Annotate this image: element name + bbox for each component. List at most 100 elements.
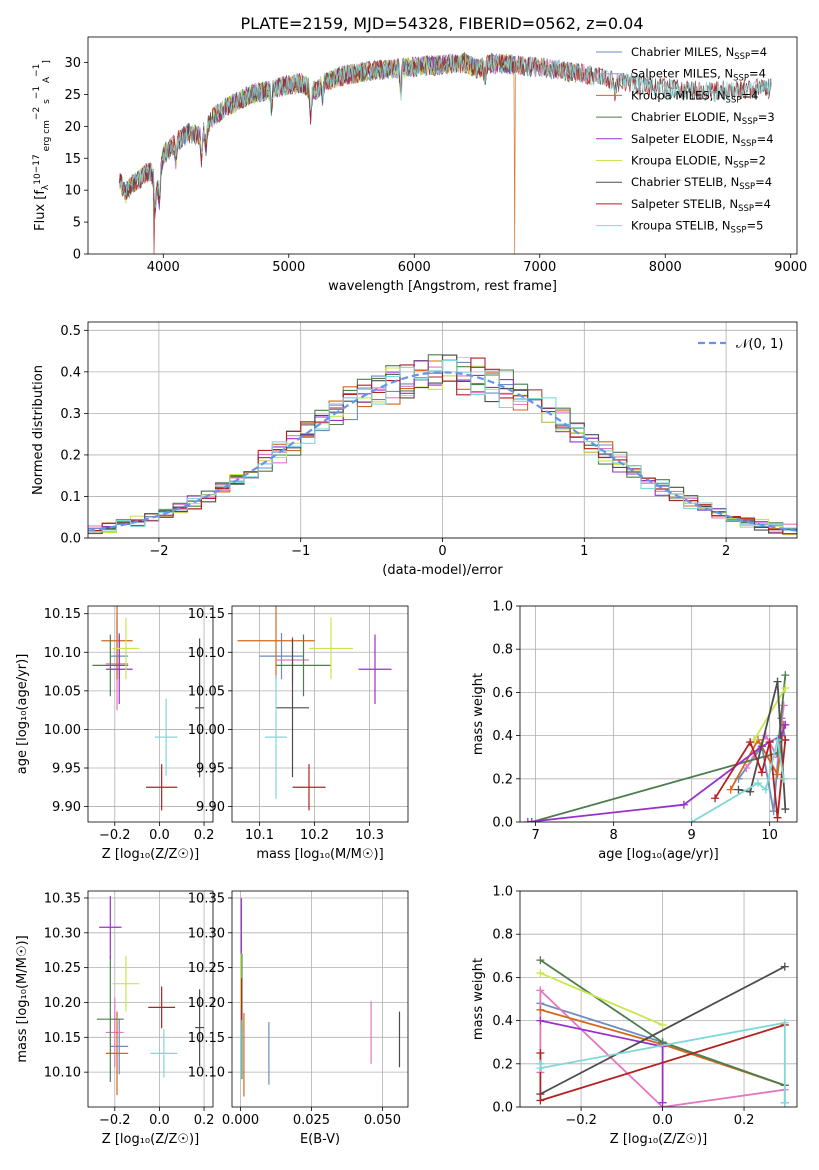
x-tick-label: 4000 [147,260,180,275]
age-vs-Z-grid [88,606,213,822]
y-tick-label: 0.5 [60,324,81,339]
y-tick-label: 9.90 [52,800,81,815]
plus-marker [781,684,790,693]
x-tick-label: 9 [688,828,696,843]
legend-label: Kroupa STELIB, NSSP=5 [631,219,763,236]
y-tick-label: 10.00 [188,723,225,738]
mass-weight-vs-age-plot-area [523,671,790,822]
y-tick-label: 0.1 [60,490,81,505]
plus-marker [658,1098,667,1107]
x-tick-label: 6000 [398,260,431,275]
y-axis-label: age [log₁₀(age/yr)] [15,654,30,775]
mass-weight-line [540,972,663,1026]
axes-frame [519,890,798,1108]
plus-marker [781,805,790,814]
x-tick-label: 0.0 [149,828,170,843]
y-tick-label: 10.30 [188,926,225,941]
legend-label-name: Salpeter STELIB, N [631,197,738,211]
mass-vs-Z-grid [88,891,213,1107]
normal-curve [88,371,797,532]
axes-frame [87,36,798,255]
y-tick-label: 10 [64,184,81,199]
x-tick-label: 0.0 [652,1113,673,1128]
x-tick-label: −1 [291,544,310,559]
plus-marker [753,779,762,788]
y-axis-label-part: 10 [33,173,43,185]
x-tick-label: 8000 [649,260,682,275]
y-tick-label: 10.10 [44,646,81,661]
axes-frame [87,605,214,823]
plus-marker [773,677,782,686]
error-bar-point [259,633,304,680]
x-tick-label: 0.025 [293,1113,330,1128]
plus-marker [761,785,770,794]
x-axis-label: E(B-V) [300,1132,340,1147]
legend-label-value: =4 [749,67,766,81]
plus-marker [761,731,770,740]
plus-marker [781,720,790,729]
mass-vs-Z-plot-area [96,895,205,1096]
legend-label: Chabrier MILES, NSSP=4 [631,45,767,62]
y-tick-label: 0.6 [492,686,513,701]
y-tick-label: 10.15 [188,1031,225,1046]
y-tick-label: 10.10 [188,646,225,661]
y-tick-label: 0.8 [492,928,513,943]
y-tick-label: 0.8 [492,643,513,658]
x-tick-label: −0.2 [565,1113,597,1128]
error-bar-point [96,956,124,1082]
legend-label-value: =3 [758,110,775,124]
y-axis-label-part: −1 [32,86,42,99]
spectrum-panel: 4000 5000 6000 7000 8000 9000 0 5 10 15 20 25 30 wave… [32,36,807,294]
age-vs-mass-plot-area [237,606,392,811]
x-tick-label: 2 [722,544,730,559]
y-tick-label: 10.10 [44,1066,81,1081]
legend-label-value: =2 [749,154,766,168]
y-tick-label: 30 [64,56,81,71]
x-axis-label: Z [log₁₀(Z/Z☉)] [610,1132,707,1147]
age-vs-Z-plot-area [92,606,205,811]
y-tick-label: 10.10 [188,1066,225,1081]
plus-marker [536,1049,545,1057]
error-bar-point [265,675,287,799]
y-axis-label-part: λ [41,184,51,190]
error-bar-point [101,606,133,680]
y-tick-label: 0.2 [492,1057,513,1072]
y-tick-label: 10.35 [188,891,225,906]
error-bar-point [92,634,129,697]
y-tick-label: 10.05 [44,684,81,699]
plus-marker [536,1064,545,1073]
y-tick-label: 10.15 [44,607,81,622]
x-axis-label: Z [log₁₀(Z/Z☉)] [102,1132,199,1147]
legend-label-sub: SSP [726,95,742,105]
error-bar-point [112,617,140,680]
plus-marker [757,768,766,777]
plus-marker [780,1098,789,1107]
mass-weight-line [539,988,785,1107]
x-tick-label: 0.0 [149,1113,170,1128]
x-tick-label: 10.1 [245,828,274,843]
plus-marker [536,1016,545,1025]
x-tick-label: 10 [761,828,778,843]
y-tick-label: 0.0 [492,816,513,831]
y-axis-label: mass weight [471,673,486,755]
x-tick-label: 9000 [774,260,807,275]
x-tick-label: 1 [580,544,588,559]
y-tick-label: 10.20 [188,996,225,1011]
error-bar-point [99,895,122,959]
legend-label-name: Chabrier MILES, N [631,45,734,59]
y-tick-label: 10.15 [44,1031,81,1046]
plus-marker [527,818,536,822]
mass-weight-line [527,724,787,822]
legend-label-sub: SSP [741,139,757,149]
mass-weight-line [539,965,786,1095]
error-bar-point [148,986,176,1029]
y-tick-label: 10.25 [188,961,225,976]
plus-marker [780,962,789,971]
plus-marker [536,1096,545,1105]
residuals-legend: 𝒩(0, 1) [698,337,783,352]
error-bar-point [150,1028,178,1078]
error-bar-point [195,638,205,778]
error-bar-point [309,617,353,680]
y-tick-label: 1.0 [492,885,513,900]
